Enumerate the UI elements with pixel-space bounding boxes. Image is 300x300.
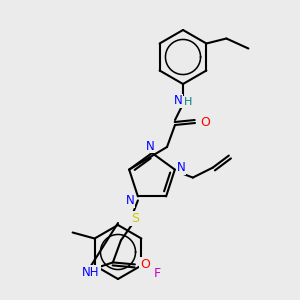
Text: S: S <box>131 212 139 225</box>
Text: N: N <box>176 161 185 174</box>
Text: O: O <box>140 258 150 271</box>
Text: N: N <box>174 94 182 107</box>
Text: F: F <box>154 267 161 280</box>
Text: N: N <box>125 194 134 207</box>
Text: O: O <box>200 116 210 130</box>
Text: N: N <box>146 140 154 152</box>
Text: NH: NH <box>82 266 100 279</box>
Text: H: H <box>184 97 192 107</box>
